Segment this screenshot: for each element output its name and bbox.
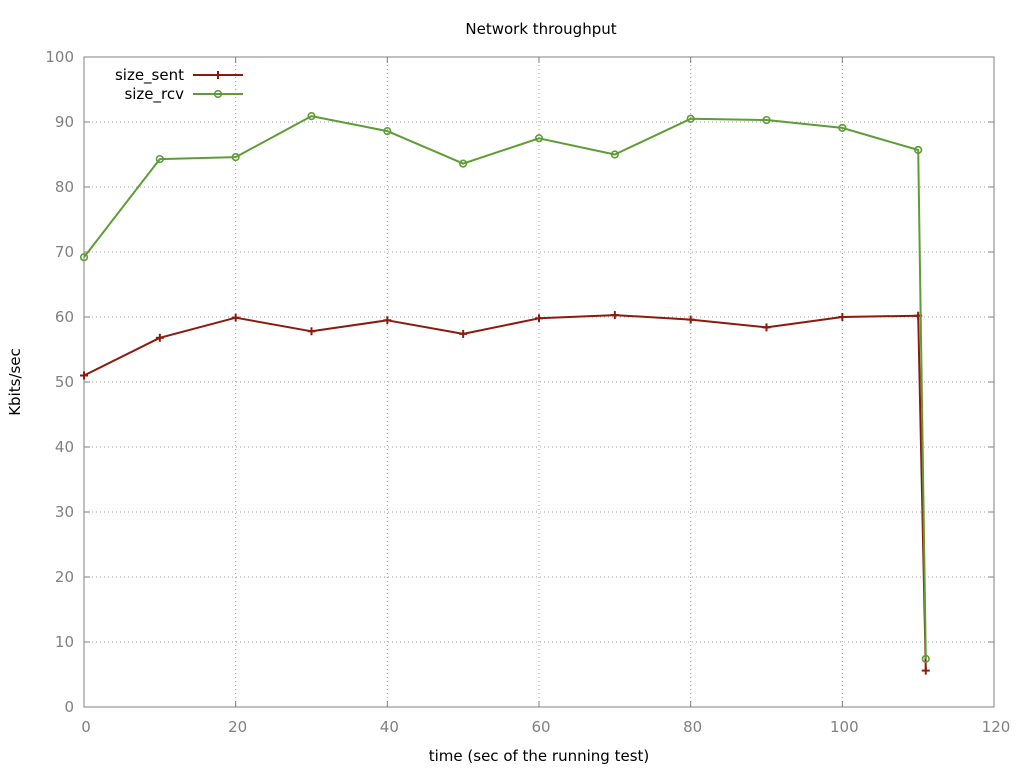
y-tick-label: 100 [45, 48, 74, 66]
series-size_rcv [79, 112, 930, 664]
data-point-size_sent [762, 323, 771, 332]
x-axis-label: time (sec of the running test) [429, 747, 650, 765]
data-point-size_sent [383, 316, 392, 325]
legend-label-size_rcv: size_rcv [124, 85, 184, 104]
y-tick-label: 60 [55, 308, 74, 326]
x-tick-label: 100 [830, 718, 859, 736]
data-point-size_rcv [459, 159, 468, 168]
legend-marker-size_rcv [213, 89, 223, 99]
data-point-size_rcv [383, 127, 392, 136]
x-tick-label: 80 [683, 718, 702, 736]
y-axis-label: Kbits/sec [6, 348, 24, 416]
data-point-size_rcv [231, 153, 240, 162]
grid [84, 57, 994, 707]
data-point-size_rcv [610, 150, 619, 159]
x-tick-label: 60 [531, 718, 550, 736]
y-tick-label: 20 [55, 568, 74, 586]
data-point-size_rcv [686, 114, 695, 123]
data-point-size_rcv [914, 145, 923, 155]
data-point-size_sent [231, 313, 240, 322]
y-tick-label: 70 [55, 243, 74, 261]
data-point-size_rcv [762, 115, 771, 125]
chart-title: Network throughput [465, 20, 616, 38]
x-tick-label: 120 [982, 718, 1011, 736]
x-tick-label: 20 [228, 718, 247, 736]
axis-ticks: 0 10 20 30 40 50 60 70 80 90 100 0 20 40 60 80 100 120 [45, 48, 1010, 736]
data-point-size_sent [610, 311, 619, 320]
data-point-size_rcv [307, 112, 316, 121]
data-point-size_rcv [534, 134, 544, 143]
y-tick-label: 10 [55, 633, 74, 651]
x-tick-label: 0 [81, 718, 91, 736]
y-tick-label: 80 [55, 178, 74, 196]
y-tick-label: 90 [55, 113, 74, 131]
data-point-size_rcv [79, 253, 89, 262]
y-tick-label: 50 [55, 373, 74, 391]
data-point-size_sent [307, 327, 316, 336]
data-point-size_sent [686, 315, 695, 324]
y-tick-label: 0 [64, 698, 74, 716]
data-point-size_rcv [921, 654, 930, 664]
y-tick-label: 40 [55, 438, 74, 456]
legend-marker-size_sent [214, 71, 222, 79]
data-point-size_rcv [838, 123, 847, 132]
data-point-size_sent [80, 371, 88, 380]
data-point-size_sent [155, 333, 164, 342]
x-tick-label: 40 [380, 718, 399, 736]
data-point-size_sent [921, 666, 930, 675]
series-size_sent [80, 311, 930, 675]
data-point-size_sent [838, 313, 847, 321]
series-line-size_sent [83, 314, 927, 671]
series [79, 112, 930, 675]
y-tick-label: 30 [55, 503, 74, 521]
data-point-size_sent [535, 314, 543, 323]
data-point-size_sent [459, 329, 468, 338]
legend-label-size_sent: size_sent [115, 66, 184, 85]
series-line-size_rcv [83, 115, 927, 659]
data-point-size_rcv [155, 154, 164, 164]
